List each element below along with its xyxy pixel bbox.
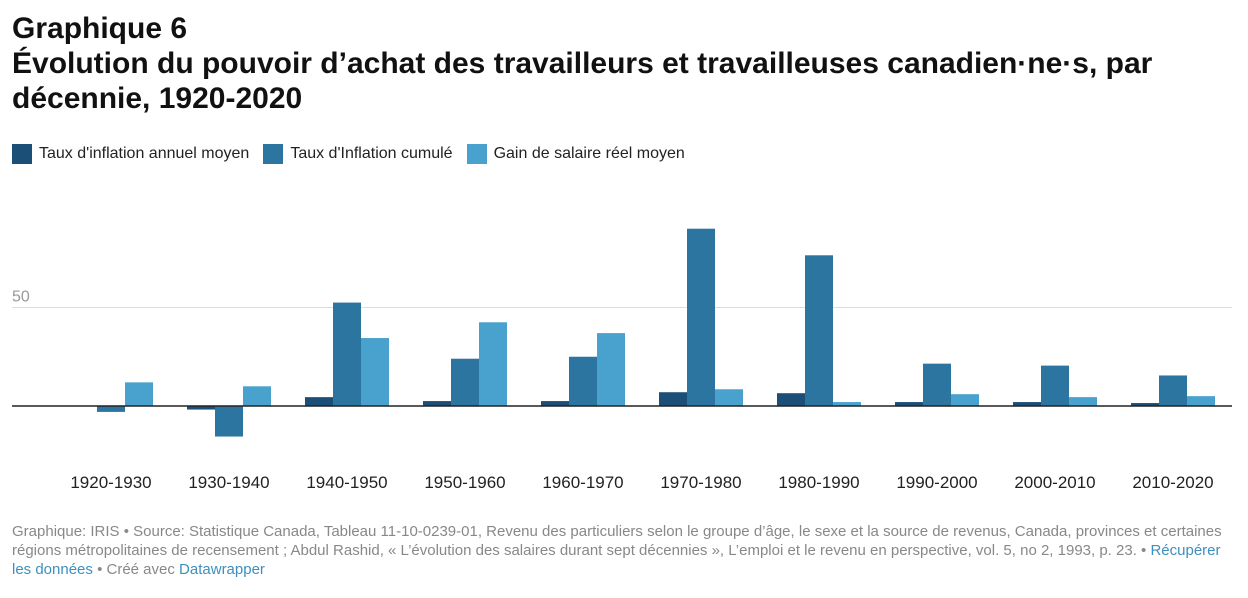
bar-chart: 50 1920-1930 1930-1940 1940-1950 1950-1960 19… <box>12 228 1232 492</box>
legend-label-gain-salaire: Gain de salaire réel moyen <box>493 145 685 162</box>
legend-label-inflation-cumule: Taux d'Inflation cumulé <box>290 145 453 162</box>
legend-swatch-gain-salaire <box>466 144 487 164</box>
x-tick-label-1940-1950: 1940-1950 <box>306 473 387 492</box>
bar-gain-salaire-1940-1950 <box>361 338 389 406</box>
bar-gain-salaire-2000-2010 <box>1069 397 1097 406</box>
bar-inflation-cumule-2010-2020 <box>1159 375 1187 406</box>
bar-gain-salaire-1980-1990 <box>833 402 861 406</box>
datawrapper-link[interactable]: Datawrapper <box>179 561 265 578</box>
bar-inflation-annuel-1980-1990 <box>777 393 805 406</box>
bar-gain-salaire-1990-2000 <box>951 394 979 406</box>
legend-item-inflation-cumule: Taux d'Inflation cumulé <box>263 144 453 164</box>
bar-inflation-cumule-1980-1990 <box>805 255 833 406</box>
bar-inflation-cumule-1930-1940 <box>215 406 243 437</box>
footer-source-text: Graphique: IRIS • Source: Statistique Ca… <box>12 523 1222 559</box>
bar-inflation-cumule-1970-1980 <box>687 228 715 406</box>
bar-inflation-annuel-1970-1980 <box>659 392 687 406</box>
chart-title: Évolution du pouvoir d’achat des travail… <box>12 47 1153 115</box>
bar-inflation-cumule-1920-1930 <box>97 406 125 412</box>
legend-item-gain-salaire: Gain de salaire réel moyen <box>466 144 685 164</box>
legend-label-inflation-annuel: Taux d'inflation annuel moyen <box>39 145 250 162</box>
x-tick-label-1970-1980: 1970-1980 <box>660 473 741 492</box>
x-tick-label-2010-2020: 2010-2020 <box>1132 473 1213 492</box>
x-tick-label-1950-1960: 1950-1960 <box>424 473 505 492</box>
bar-gain-salaire-1930-1940 <box>243 386 271 406</box>
bar-gain-salaire-2010-2020 <box>1187 396 1215 406</box>
bar-inflation-cumule-1990-2000 <box>923 363 951 406</box>
bar-inflation-annuel-1930-1940 <box>187 406 215 410</box>
x-tick-label-1990-2000: 1990-2000 <box>896 473 977 492</box>
x-tick-label-1960-1970: 1960-1970 <box>542 473 623 492</box>
x-tick-label-1920-1930: 1920-1930 <box>70 473 151 492</box>
bar-inflation-annuel-2000-2010 <box>1013 402 1041 406</box>
bar-inflation-annuel-1940-1950 <box>305 397 333 406</box>
bar-inflation-cumule-2000-2010 <box>1041 365 1069 406</box>
bar-inflation-cumule-1940-1950 <box>333 302 361 406</box>
bar-inflation-cumule-1960-1970 <box>569 356 597 406</box>
bar-gain-salaire-1950-1960 <box>479 322 507 406</box>
bar-inflation-annuel-1990-2000 <box>895 402 923 406</box>
bar-gain-salaire-1920-1930 <box>125 382 153 406</box>
y-tick-label-50: 50 <box>12 289 30 306</box>
data-download-link[interactable]: Récupérer les données <box>12 542 1221 578</box>
bar-gain-salaire-1960-1970 <box>597 333 625 406</box>
x-tick-label-1980-1990: 1980-1990 <box>778 473 859 492</box>
chart-kicker: Graphique 6 <box>12 12 188 45</box>
footer-separator: • Créé avec <box>97 561 175 578</box>
x-tick-label-2000-2010: 2000-2010 <box>1014 473 1095 492</box>
chart-footer: Graphique: IRIS • Source: Statistique Ca… <box>12 522 1236 579</box>
legend-swatch-inflation-cumule <box>263 144 284 164</box>
bar-gain-salaire-1970-1980 <box>715 389 743 406</box>
bar-inflation-cumule-1950-1960 <box>451 358 479 406</box>
chart-header: Graphique 6 Évolution du pouvoir d’achat… <box>12 12 1232 116</box>
x-tick-label-1930-1940: 1930-1940 <box>188 473 269 492</box>
bar-inflation-annuel-2010-2020 <box>1131 403 1159 406</box>
bar-inflation-annuel-1960-1970 <box>541 401 569 406</box>
bar-inflation-annuel-1950-1960 <box>423 401 451 406</box>
legend-swatch-inflation-annuel <box>12 144 32 164</box>
legend-item-inflation-annuel: Taux d'inflation annuel moyen <box>12 144 249 164</box>
chart-legend: Taux d'inflation annuel moyen Taux d'Inf… <box>12 144 685 164</box>
